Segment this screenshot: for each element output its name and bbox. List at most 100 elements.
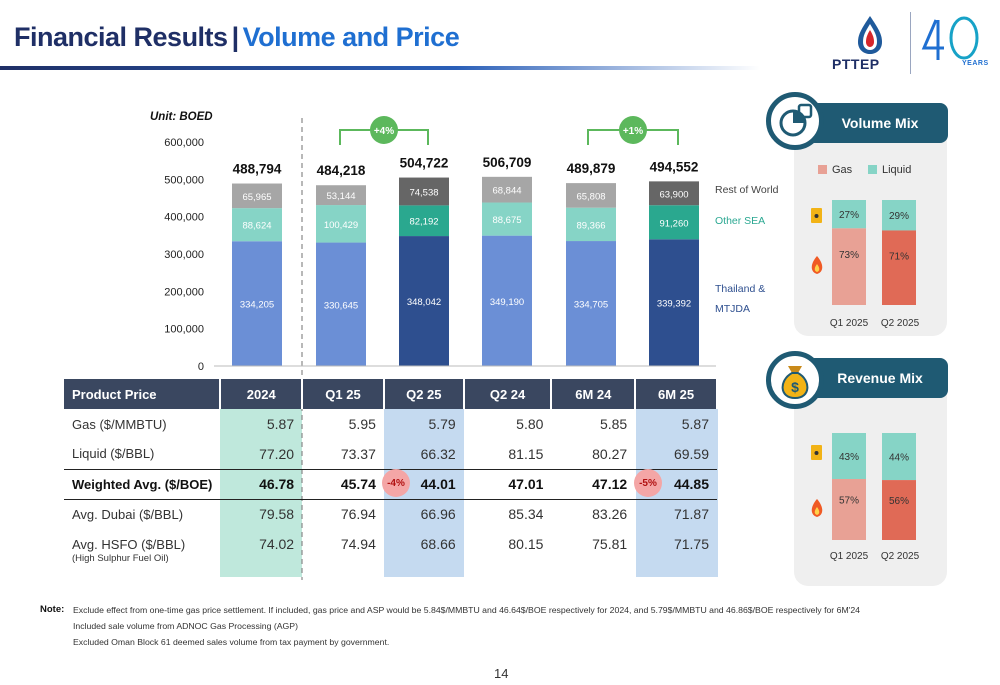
header-product-price: Product Price — [64, 379, 222, 409]
logo-text: PTTEP — [832, 56, 880, 72]
header-col: Q1 25 — [302, 379, 385, 409]
mix-liquid-bar — [832, 200, 866, 229]
price-table-header: Product Price 2024 Q1 25 Q2 25 Q2 24 6M … — [64, 379, 718, 409]
price-cell: 66.96 — [420, 506, 456, 523]
price-table-row: Avg. HSFO ($/BBL) 74.02 74.94 68.66 80.15 75.… — [64, 529, 717, 559]
legend-gas-swatch — [818, 165, 827, 174]
growth-bracket-a: +4% — [339, 116, 429, 145]
row-label: Liquid ($/BBL) — [72, 446, 155, 462]
price-cell: 47.12 — [551, 468, 636, 500]
bar-value-label: 339,392 — [657, 299, 691, 310]
bar-segment — [649, 239, 699, 366]
bar-value-label: 65,965 — [242, 192, 271, 203]
mix-gas-bar — [882, 230, 916, 305]
note-line: Exclude effect from one-time gas price s… — [73, 605, 861, 615]
header-col: 6M 25 — [635, 379, 718, 409]
price-cell: 5.95 — [348, 416, 376, 432]
bar-segment — [399, 177, 449, 206]
price-cell: 68.66 — [420, 536, 456, 552]
pttep-logo-icon — [858, 16, 979, 60]
y-tick-label: 100,000 — [164, 324, 204, 336]
price-cell: 81.15 — [508, 445, 544, 462]
growth-badge-b: +1% — [623, 126, 643, 137]
price-cell: 47.01 — [463, 468, 552, 500]
price-cell: 45.74 — [302, 468, 384, 500]
price-cell: 66.32 — [420, 445, 456, 462]
bar-value-label: 74,538 — [409, 187, 438, 198]
price-table-row: Avg. Dubai ($/BBL) 79.58 76.94 66.96 85.34 83… — [64, 499, 717, 529]
bar-value-label: 348,042 — [407, 297, 441, 308]
change-badge-6m: -5% — [634, 469, 662, 497]
mix-liquid-bar — [882, 433, 916, 481]
price-cell: 73.37 — [340, 445, 376, 462]
price-cell: 80.27 — [592, 445, 628, 462]
y-tick-label: 600,000 — [164, 137, 204, 149]
header-col: 2024 — [220, 379, 304, 409]
legend-thailand: Thailand & — [715, 283, 765, 295]
bar-value-label: 68,844 — [492, 186, 521, 197]
bar-total-label: 484,218 — [317, 163, 366, 178]
price-cell: 83.26 — [592, 506, 628, 523]
price-table-row: Liquid ($/BBL) 77.20 73.37 66.32 81.15 80.27 6… — [64, 439, 717, 469]
price-cell: 80.15 — [508, 536, 544, 552]
bar-segment — [649, 205, 699, 240]
gas-flame-icon — [811, 499, 823, 517]
bar-segment — [566, 241, 616, 366]
revenue-mix-chart: 43% 57% 44% 56% Q1 2025 Q2 2025 — [811, 433, 920, 562]
bar-segment — [566, 183, 616, 208]
price-cell: 5.80 — [516, 416, 544, 432]
revenue-mix-header: Revenue Mix — [812, 358, 948, 398]
notes-label: Note: — [40, 604, 65, 615]
price-cell: 79.58 — [259, 506, 295, 523]
vm-category-q2: Q2 2025 — [881, 318, 920, 329]
mix-liquid-label: 27% — [839, 210, 859, 221]
bar-total-label: 506,709 — [483, 155, 532, 170]
bar-segment — [482, 235, 532, 366]
bar-segment — [232, 241, 282, 366]
volume-mix-header: Volume Mix — [812, 103, 948, 143]
header-col: 6M 24 — [551, 379, 637, 409]
bar-value-label: 334,205 — [240, 300, 274, 311]
bar-segment — [399, 205, 449, 237]
mix-liquid-label: 29% — [889, 211, 909, 222]
company-logo: PTTEP YEARS — [832, 12, 992, 78]
price-cell: 77.20 — [259, 445, 295, 462]
bar-segment — [482, 202, 532, 236]
change-badge-q: -4% — [382, 469, 410, 497]
price-table-row: Gas ($/MMBTU) 5.87 5.95 5.79 5.80 5.85 5.87 — [64, 409, 717, 439]
mix-gas-bar — [832, 479, 866, 540]
legend-gas: Gas — [832, 164, 853, 176]
bar-segment — [399, 236, 449, 366]
logo-divider — [910, 12, 911, 74]
price-cell: 5.85 — [599, 416, 628, 432]
header-col: Q2 24 — [463, 379, 553, 409]
y-tick-label: 200,000 — [164, 286, 204, 298]
mix-gas-bar — [832, 228, 866, 305]
y-tick-label: 500,000 — [164, 174, 204, 186]
price-table: Product Price 2024 Q1 25 Q2 25 Q2 24 6M … — [64, 379, 718, 559]
pie-chart-icon — [766, 92, 824, 150]
legend-mtjda: MTJDA — [715, 303, 750, 315]
mix-liquid-label: 43% — [839, 452, 859, 463]
logo-years: YEARS — [962, 60, 989, 67]
title-underline — [0, 66, 760, 70]
legend-liquid: Liquid — [882, 164, 911, 176]
price-cell: 85.34 — [508, 506, 544, 523]
bar-total-label: 488,794 — [233, 162, 282, 177]
bar-total-label: 494,552 — [650, 159, 699, 174]
y-tick-label: 300,000 — [164, 249, 204, 261]
price-cell: 74.02 — [259, 536, 295, 552]
title-separator: | — [231, 22, 240, 52]
rm-category-q2: Q2 2025 — [881, 551, 920, 562]
legend-liquid-swatch — [868, 165, 877, 174]
price-cell: 5.79 — [428, 416, 456, 432]
bar-value-label: 91,260 — [659, 218, 688, 229]
revenue-mix-panel — [794, 368, 947, 586]
mix-gas-label: 71% — [889, 251, 909, 262]
oil-barrel-icon — [811, 445, 822, 460]
bar-segment — [482, 176, 532, 203]
price-cell: 5.87 — [266, 416, 295, 432]
money-bag-icon: $ — [766, 351, 824, 409]
svg-text:$: $ — [791, 379, 799, 395]
y-tick-label: 400,000 — [164, 212, 204, 224]
